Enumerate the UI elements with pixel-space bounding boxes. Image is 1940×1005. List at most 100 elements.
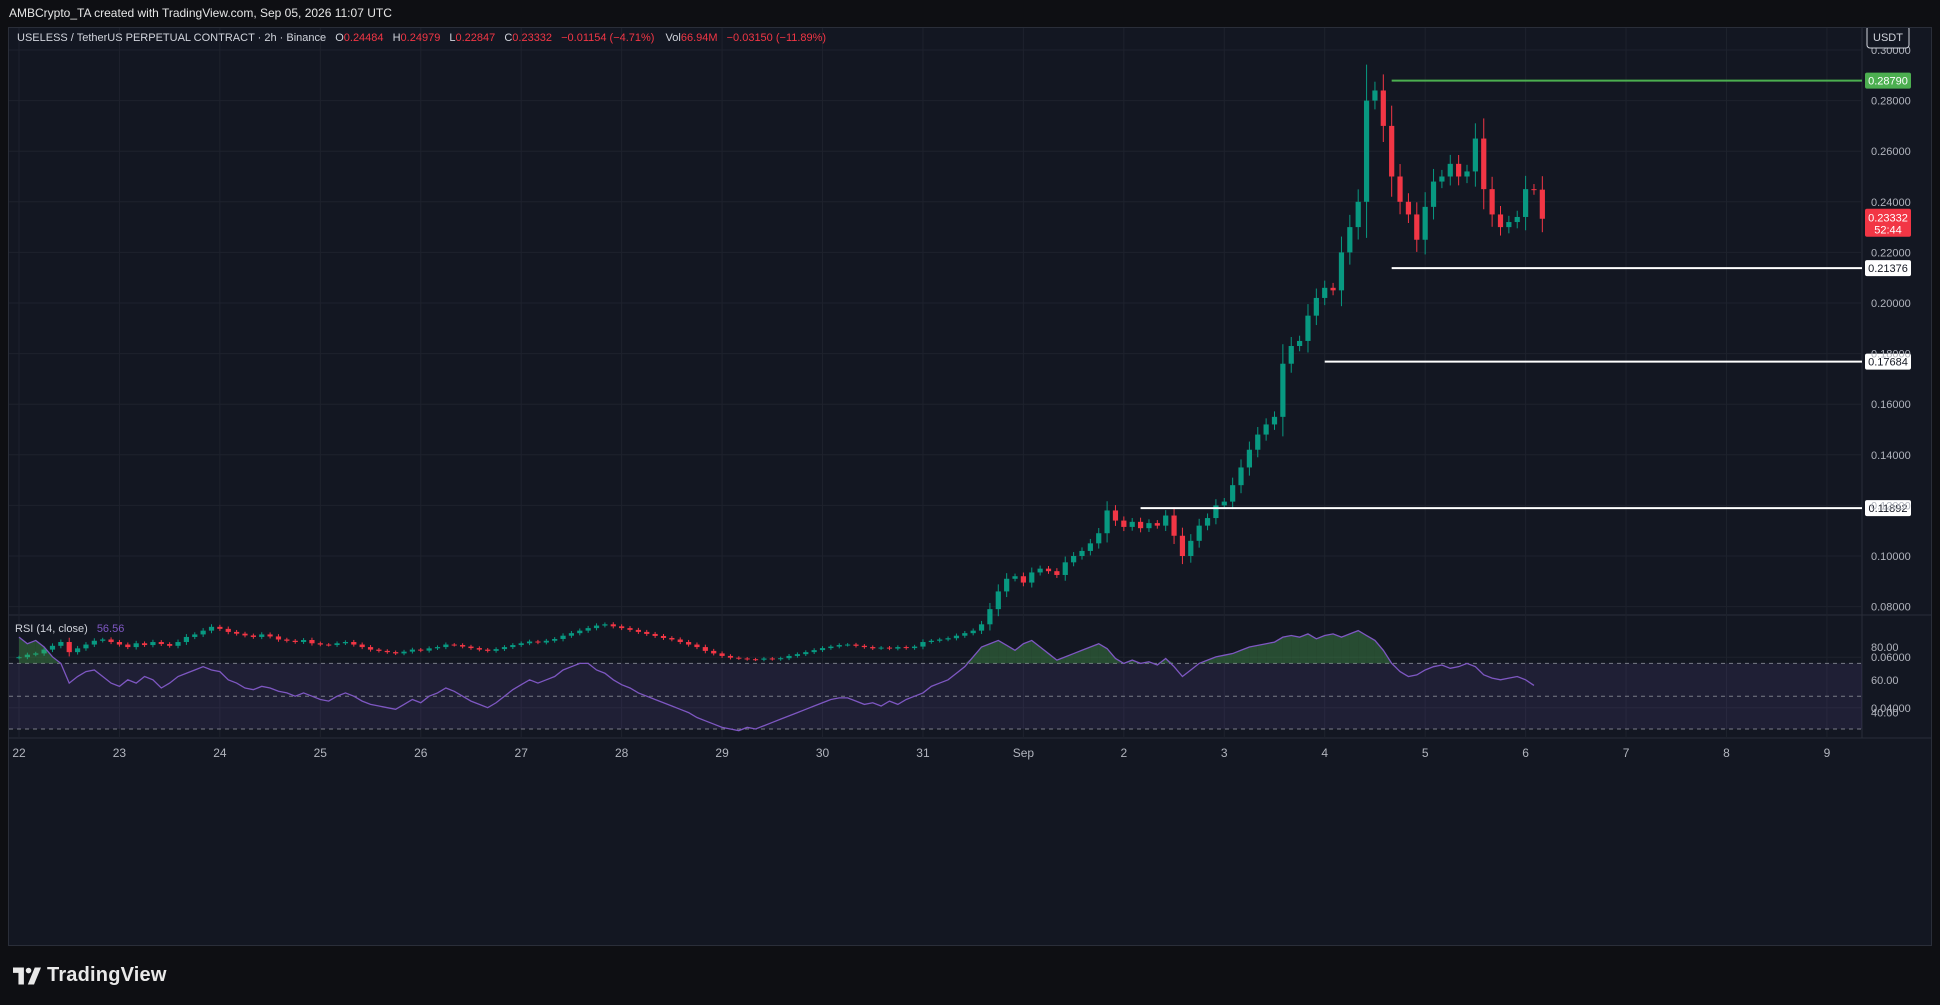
candle-body — [677, 639, 683, 643]
candle-body — [1221, 501, 1227, 506]
candle-body — [1188, 540, 1194, 556]
candle-body — [995, 591, 1001, 610]
candle-body — [1389, 125, 1395, 177]
price-tick-label: 0.10000 — [1871, 551, 1911, 563]
candle-body — [393, 652, 399, 654]
tradingview-icon — [13, 966, 41, 985]
candle-body — [141, 643, 148, 646]
rsi-overbought-fill — [1374, 640, 1384, 664]
candle-body — [978, 624, 985, 631]
candle-body — [1071, 556, 1077, 563]
rsi-overbought-fill — [44, 647, 53, 664]
candle-body — [183, 636, 189, 643]
resistance-level-tag — [1865, 72, 1911, 89]
candle-body — [250, 635, 256, 637]
candle-body — [1171, 515, 1177, 536]
candle-body — [1347, 227, 1353, 253]
candle-body — [1430, 181, 1437, 207]
legend-volume: 66.94M — [681, 32, 718, 44]
candle-body — [1405, 201, 1412, 215]
candle-body — [460, 645, 466, 647]
candle-body — [451, 644, 457, 646]
candle-body — [585, 628, 591, 631]
price-tick-label: 0.20000 — [1871, 298, 1911, 310]
currency-button[interactable]: USDT — [1866, 28, 1910, 49]
candle-body — [16, 657, 22, 659]
candle-body — [895, 647, 901, 649]
candle-body — [686, 642, 692, 645]
rsi-overbought-fill — [1299, 633, 1308, 664]
candle-body — [1514, 216, 1520, 223]
candle-body — [794, 654, 801, 656]
rsi-overbought-fill — [19, 637, 28, 664]
rsi-overbought-fill — [1056, 656, 1066, 664]
candle-body — [962, 633, 968, 636]
support-level-label: 0.17684 — [1868, 357, 1908, 369]
time-tick-label: 23 — [113, 746, 127, 760]
candle-body — [593, 625, 600, 629]
candle-body — [1062, 562, 1068, 575]
candle-body — [518, 643, 524, 646]
rsi-overbought-fill — [1215, 655, 1225, 664]
candle-body — [167, 644, 173, 646]
brand-name: TradingView — [47, 964, 167, 986]
rsi-overbought-fill — [1157, 658, 1166, 664]
tradingview-logo[interactable]: TradingView — [13, 964, 167, 987]
candle-body — [384, 650, 390, 653]
resistance-level-label: 0.28790 — [1868, 76, 1908, 88]
candle-body — [953, 635, 960, 639]
candle-body — [317, 643, 323, 645]
candle-body — [300, 639, 307, 643]
rsi-overbought-fill — [1307, 633, 1317, 664]
candle-body — [635, 629, 641, 632]
rsi-overbought-fill — [1232, 650, 1242, 664]
candle-body — [1280, 363, 1286, 417]
candle-body — [510, 645, 516, 648]
legend-symbol: USELESS / TetherUS PERPETUAL CONTRACT · … — [17, 32, 326, 44]
rsi-overbought-fill — [1090, 643, 1099, 664]
chart-frame[interactable]: 0.28790 0.21376 0.17684 0.11892 0.23332 52:44… — [8, 27, 1932, 946]
candle-body — [845, 644, 851, 646]
support-level-label: 0.11892 — [1869, 503, 1908, 515]
candle-body — [267, 634, 273, 637]
candle-body — [1523, 189, 1529, 217]
time-tick-label: 2 — [1120, 746, 1127, 760]
candle-body — [1087, 543, 1093, 551]
candle-body — [727, 655, 734, 658]
candle-body — [1137, 521, 1144, 529]
candle-body — [1539, 189, 1545, 219]
candle-body — [1531, 189, 1537, 191]
rsi-overbought-fill — [1291, 635, 1300, 664]
candle-body — [1020, 576, 1026, 583]
candle-body — [1506, 222, 1512, 228]
candle-body — [1121, 520, 1127, 527]
candle-body — [1037, 568, 1043, 573]
time-tick-label: 28 — [615, 746, 629, 760]
candle-body — [1456, 163, 1462, 177]
candle-body — [526, 641, 533, 644]
candle-body — [853, 644, 859, 646]
rsi-overbought-fill — [1266, 642, 1275, 664]
candle-body — [878, 647, 884, 649]
candle-body — [485, 649, 491, 651]
rsi-overbought-fill — [1207, 656, 1216, 664]
candle-body — [911, 646, 918, 649]
rsi-overbought-fill — [973, 647, 982, 664]
candle-body — [409, 649, 415, 652]
candle-body — [552, 638, 558, 641]
time-tick-label: 30 — [816, 746, 830, 760]
candle-body — [1297, 340, 1303, 347]
candle-body — [1305, 315, 1311, 341]
candle-body — [33, 653, 39, 655]
candle-body — [828, 646, 834, 649]
candle-body — [1163, 515, 1169, 526]
candle-body — [66, 642, 72, 653]
legend-open: 0.24484 — [344, 32, 384, 44]
candle-body — [1196, 525, 1202, 541]
candle-body — [1372, 90, 1378, 101]
candle-body — [334, 643, 340, 646]
price-chart[interactable]: 0.287900.213760.176840.118920.2333252:44… — [9, 28, 1931, 945]
candle-body — [535, 641, 541, 643]
candle-body — [778, 658, 784, 660]
candle-body — [234, 631, 240, 634]
